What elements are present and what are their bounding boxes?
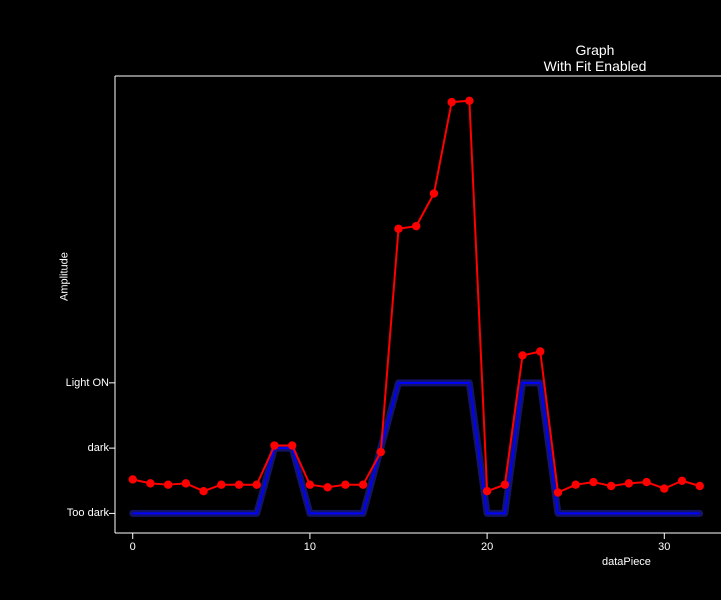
y-tick-label: Too dark [67, 507, 109, 519]
chart-container: Graph With Fit Enabled Amplitude dataPie… [0, 0, 721, 600]
y-tick-label: Light ON [66, 377, 109, 389]
x-tick-label: 30 [658, 541, 670, 553]
x-tick-label: 0 [130, 541, 136, 553]
y-tick-label: dark [88, 442, 109, 454]
x-tick-label: 10 [304, 541, 316, 553]
x-tick-label: 20 [481, 541, 493, 553]
